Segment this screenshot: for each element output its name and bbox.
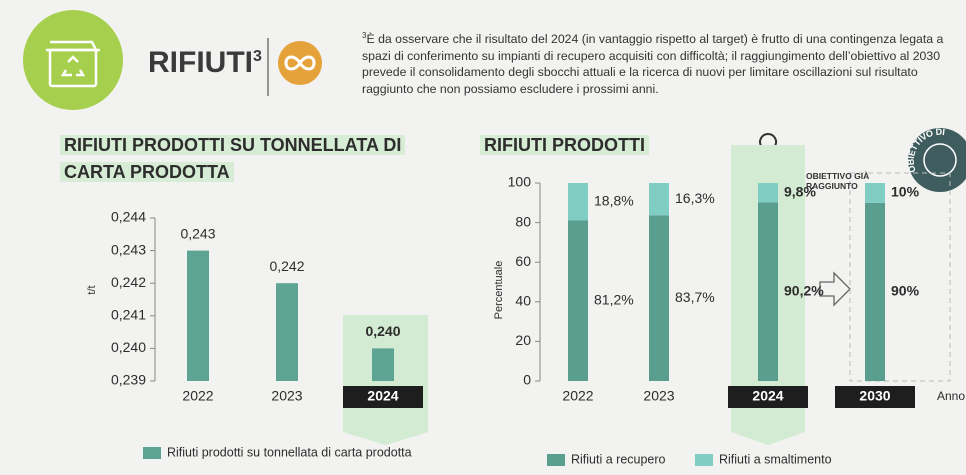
bar bbox=[568, 183, 588, 220]
section-title-superscript: 3 bbox=[253, 48, 262, 65]
value-label: 90% bbox=[891, 283, 920, 299]
y-tick-label: 0,241 bbox=[111, 307, 146, 323]
y-tick-label: 0,244 bbox=[111, 209, 146, 225]
x-tick-label: 2022 bbox=[182, 388, 213, 404]
legend-swatch bbox=[143, 447, 161, 459]
x-axis-label: Anno bbox=[937, 389, 965, 403]
value-label: 16,3% bbox=[675, 190, 715, 206]
legend-label: Rifiuti a recupero bbox=[571, 452, 666, 466]
y-tick-label: 100 bbox=[508, 174, 532, 190]
value-label: 10% bbox=[891, 184, 920, 200]
x-tick-label: 2024 bbox=[752, 388, 783, 404]
value-label: 83,7% bbox=[675, 289, 715, 305]
x-tick-label: 2030 bbox=[859, 388, 890, 404]
section-title: RIFIUTI3 bbox=[148, 46, 262, 80]
bar bbox=[187, 251, 209, 381]
chart-title-text: RIFIUTI PRODOTTI SU TONNELLATA DI CARTA … bbox=[60, 135, 405, 182]
value-label: 0,240 bbox=[365, 323, 400, 339]
legend-label: Rifiuti prodotti su tonnellata di carta … bbox=[167, 445, 412, 459]
section-icon bbox=[23, 10, 123, 110]
footnote-text: È da osservare che il risultato del 2024… bbox=[362, 32, 943, 96]
y-tick-label: 60 bbox=[515, 253, 531, 269]
y-tick-label: 20 bbox=[515, 332, 531, 348]
chart-title: RIFIUTI PRODOTTI SU TONNELLATA DI CARTA … bbox=[60, 132, 410, 186]
legend-label: Rifiuti a smaltimento bbox=[719, 452, 832, 466]
y-tick-label: 0 bbox=[523, 372, 531, 388]
x-tick-label: 2022 bbox=[562, 388, 593, 404]
x-tick-label: 2023 bbox=[271, 388, 302, 404]
y-tick-label: 80 bbox=[515, 213, 531, 229]
bar bbox=[758, 183, 778, 202]
value-label: 81,2% bbox=[594, 291, 634, 307]
bar bbox=[372, 348, 394, 381]
footnote: 3È da osservare che il risultato del 202… bbox=[362, 28, 962, 97]
legend-swatch bbox=[695, 454, 713, 466]
y-tick-label: 0,242 bbox=[111, 274, 146, 290]
page: OBIETTIVO DI0,2390,2400,2410,2420,2430,2… bbox=[0, 0, 966, 475]
bar bbox=[276, 283, 298, 381]
bar bbox=[758, 202, 778, 381]
arrow-icon bbox=[820, 273, 850, 305]
value-label: 90,2% bbox=[784, 282, 824, 298]
y-axis-label: t/t bbox=[86, 285, 98, 294]
x-tick-label: 2023 bbox=[643, 388, 674, 404]
y-tick-label: 0,240 bbox=[111, 339, 146, 355]
y-tick-label: 40 bbox=[515, 293, 531, 309]
bar bbox=[649, 215, 669, 381]
bar bbox=[865, 203, 885, 381]
x-tick-label: 2024 bbox=[367, 388, 398, 404]
value-label: 18,8% bbox=[594, 192, 634, 208]
y-axis-label: Percentuale bbox=[493, 261, 505, 320]
value-label: 0,243 bbox=[180, 225, 215, 241]
y-tick-label: 0,239 bbox=[111, 372, 146, 388]
chart-title: RIFIUTI PRODOTTI bbox=[480, 132, 780, 159]
section-title-text: RIFIUTI bbox=[148, 46, 253, 79]
badge-text: OBIETTIVO GIÀ RAGGIUNTO bbox=[806, 171, 876, 191]
legend-swatch bbox=[547, 454, 565, 466]
chart-title-text: RIFIUTI PRODOTTI bbox=[480, 135, 649, 155]
y-tick-label: 0,243 bbox=[111, 241, 146, 257]
bar bbox=[649, 183, 669, 215]
bar bbox=[568, 220, 588, 381]
value-label: 0,242 bbox=[269, 258, 304, 274]
